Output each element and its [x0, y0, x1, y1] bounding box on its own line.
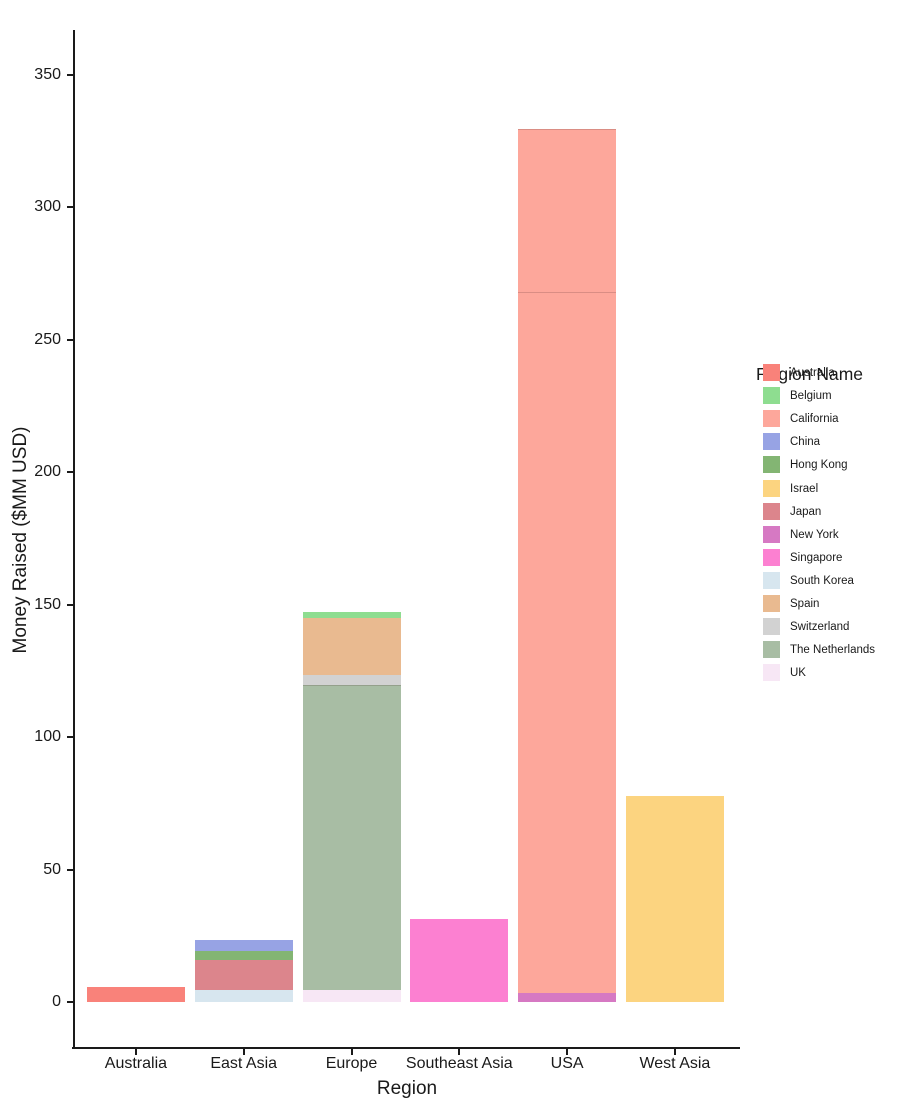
y-tick-label: 0	[52, 993, 61, 1010]
y-tick-label: 350	[34, 65, 61, 83]
bar-segment-belgium	[302, 612, 401, 619]
legend-label: Israel	[790, 482, 819, 495]
x-tick	[134, 1048, 137, 1055]
legend-swatch	[763, 664, 780, 682]
x-tick-label: Australia	[104, 1055, 168, 1072]
bar-segment-israel	[625, 795, 724, 1002]
legend-item-new-york: New York	[756, 525, 898, 544]
legend-label: The Netherlands	[790, 644, 876, 657]
legend-label: California	[790, 413, 839, 426]
legend-swatch	[763, 364, 780, 381]
bar-segment-singapore	[410, 919, 509, 1002]
legend-item-hong-kong: Hong Kong	[756, 456, 898, 474]
bar-segment-australia	[86, 986, 185, 1002]
legend-label: China	[790, 436, 821, 449]
legend-label: UK	[790, 667, 806, 680]
bar-segment-california	[518, 129, 617, 293]
legend-item-israel: Israel	[756, 479, 898, 498]
legend-item-belgium: Belgium	[756, 387, 898, 405]
bar-segment-divider	[518, 129, 617, 131]
bar-segment-spain	[302, 618, 401, 676]
bar-segment-uk	[302, 990, 401, 1002]
legend-label: Belgium	[790, 390, 832, 403]
legend-swatch	[763, 433, 780, 451]
y-tick	[67, 736, 75, 739]
x-tick-label: East Asia	[210, 1055, 278, 1072]
bar-segment-new-york	[518, 992, 617, 1002]
legend-swatch	[763, 387, 780, 405]
legend-label: Japan	[790, 505, 822, 518]
legend-swatch	[763, 410, 780, 428]
y-tick	[67, 338, 75, 341]
x-tick-label: USA	[550, 1055, 584, 1072]
legend-item-the-netherlands: The Netherlands	[756, 641, 898, 659]
legend-item-china: China	[756, 433, 898, 451]
bar-segment-divider	[518, 292, 617, 294]
y-tick	[67, 1001, 75, 1003]
legend-item-japan: Japan	[756, 502, 898, 521]
legend-item-california: California	[756, 410, 898, 428]
legend-item-switzerland: Switzerland	[756, 618, 898, 636]
legend-swatch	[763, 525, 780, 543]
legend-label: Australia	[790, 367, 835, 379]
bar-segment-the-netherlands	[302, 986, 401, 991]
legend-title: Region Name	[756, 364, 863, 384]
y-tick	[67, 206, 75, 209]
bar-segment-california	[518, 292, 617, 908]
y-tick-label: 150	[34, 595, 61, 613]
y-tick	[67, 73, 75, 76]
x-tick	[458, 1048, 461, 1055]
legend-item-uk: UK	[756, 664, 898, 682]
legend-swatch	[763, 641, 780, 659]
legend-label: New York	[790, 528, 839, 541]
bar-segment-japan	[194, 960, 293, 991]
legend-label: Switzerland	[790, 621, 850, 634]
x-tick	[566, 1048, 569, 1055]
x-axis-line	[72, 1047, 740, 1049]
legend-label: Spain	[790, 598, 820, 610]
legend-swatch	[763, 479, 780, 497]
bar-segment-south-korea	[194, 990, 293, 1002]
y-tick	[67, 868, 75, 871]
bar-segment-divider	[302, 685, 401, 687]
x-tick-label: Europe	[325, 1055, 378, 1072]
legend: Region Name Australia Belgium California Ch…	[756, 364, 898, 682]
bar-segment-switzerland	[302, 675, 401, 686]
y-tick-label: 100	[34, 728, 61, 746]
legend-swatch	[763, 618, 780, 636]
x-axis-title: Region	[376, 1078, 438, 1099]
x-tick-label: Southeast Asia	[405, 1055, 513, 1072]
legend-item-australia: Australia	[756, 364, 898, 382]
y-tick-label: 200	[34, 463, 61, 481]
y-tick	[67, 603, 75, 606]
y-axis-title: Money Raised ($MM USD)	[10, 426, 31, 654]
legend-swatch	[763, 548, 780, 566]
x-tick-label: West Asia	[639, 1055, 711, 1072]
legend-label: Singapore	[790, 551, 843, 564]
y-tick-label: 250	[34, 330, 61, 348]
legend-label: South Korea	[790, 574, 854, 587]
bar-segment-the-netherlands	[302, 685, 401, 987]
legend-item-south-korea: South Korea	[756, 571, 898, 590]
legend-swatch	[763, 595, 780, 612]
bar-segment-california	[518, 907, 617, 993]
y-tick-label: 300	[34, 198, 61, 216]
x-tick	[673, 1048, 676, 1055]
bar-segment-hong-kong	[194, 951, 293, 961]
legend-item-singapore: Singapore	[756, 548, 898, 567]
y-axis-line	[73, 30, 75, 1048]
x-tick	[350, 1048, 353, 1055]
x-tick	[242, 1048, 245, 1055]
legend-item-spain: Spain	[756, 595, 898, 613]
legend-swatch	[763, 502, 780, 520]
y-tick-label: 50	[43, 860, 61, 878]
bar-segment-china	[194, 940, 293, 952]
legend-label: Hong Kong	[790, 459, 848, 472]
legend-swatch	[763, 571, 780, 589]
legend-swatch	[763, 456, 780, 474]
y-tick	[67, 471, 75, 474]
